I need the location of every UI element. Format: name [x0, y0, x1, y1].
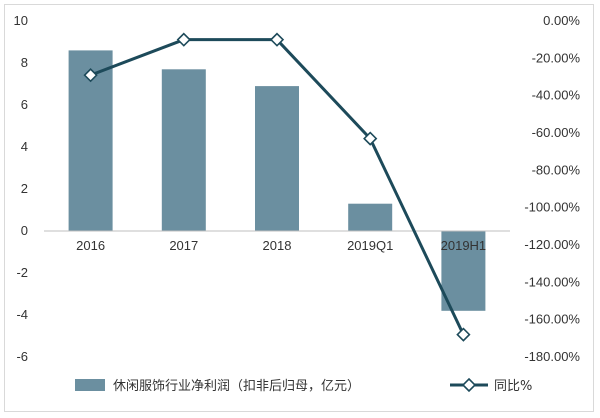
bar: [348, 203, 393, 231]
chart-frame: [4, 4, 594, 412]
left-axis-tick-label: 2: [21, 181, 28, 196]
left-axis-tick-label: -6: [16, 349, 28, 364]
category-label: 2019H1: [441, 238, 487, 253]
right-axis-tick-label: -100.00%: [524, 200, 580, 215]
right-axis-tick-label: -120.00%: [524, 237, 580, 252]
left-axis-tick-label: 0: [21, 223, 28, 238]
bar: [255, 86, 299, 231]
bar: [161, 69, 206, 231]
right-axis-tick-label: -60.00%: [532, 125, 581, 140]
right-axis: 0.00% -20.00% -40.00% -60.00% -80.00% -100.00…: [524, 13, 580, 364]
right-axis-tick-label: -20.00%: [532, 50, 581, 65]
line-point: [269, 32, 285, 47]
category-label: 2017: [169, 238, 198, 253]
right-axis-tick-label: 0.00%: [543, 13, 580, 28]
legend-label-bar: 休闲服饰行业净利润（扣非后归母，亿元）: [113, 379, 360, 394]
legend: 休闲服饰行业净利润（扣非后归母，亿元） 同比%: [75, 377, 532, 394]
line-point: [456, 327, 471, 342]
category-label: 2019Q1: [347, 238, 393, 253]
category-labels: 2016 2017 2018 2019Q1 2019H1: [76, 238, 486, 253]
legend-swatch-bar: [75, 379, 105, 391]
right-axis-tick-label: -160.00%: [524, 312, 580, 327]
right-axis-tick-label: -40.00%: [532, 88, 581, 103]
legend-marker-line: [461, 377, 477, 393]
line-point: [176, 32, 191, 47]
left-axis-tick-label: -2: [16, 265, 28, 280]
category-label: 2016: [76, 238, 105, 253]
bar: [441, 231, 486, 311]
right-axis-tick-label: -180.00%: [524, 349, 580, 364]
left-axis-tick-label: -4: [16, 307, 28, 322]
legend-label-line: 同比%: [494, 379, 532, 394]
left-axis-tick-label: 4: [21, 139, 28, 154]
left-axis-tick-label: 8: [21, 55, 28, 70]
line-series: [83, 32, 471, 342]
category-label: 2018: [263, 238, 292, 253]
line-point: [363, 131, 378, 146]
line-point: [83, 68, 98, 83]
left-axis-tick-label: 6: [21, 97, 28, 112]
right-axis-tick-label: -80.00%: [532, 162, 581, 177]
right-axis-tick-label: -140.00%: [524, 274, 580, 289]
left-axis: 10 8 6 4 2 0 -2 -4 -6: [14, 13, 28, 364]
bar-series: [44, 50, 510, 311]
left-axis-tick-label: 10: [14, 13, 28, 28]
